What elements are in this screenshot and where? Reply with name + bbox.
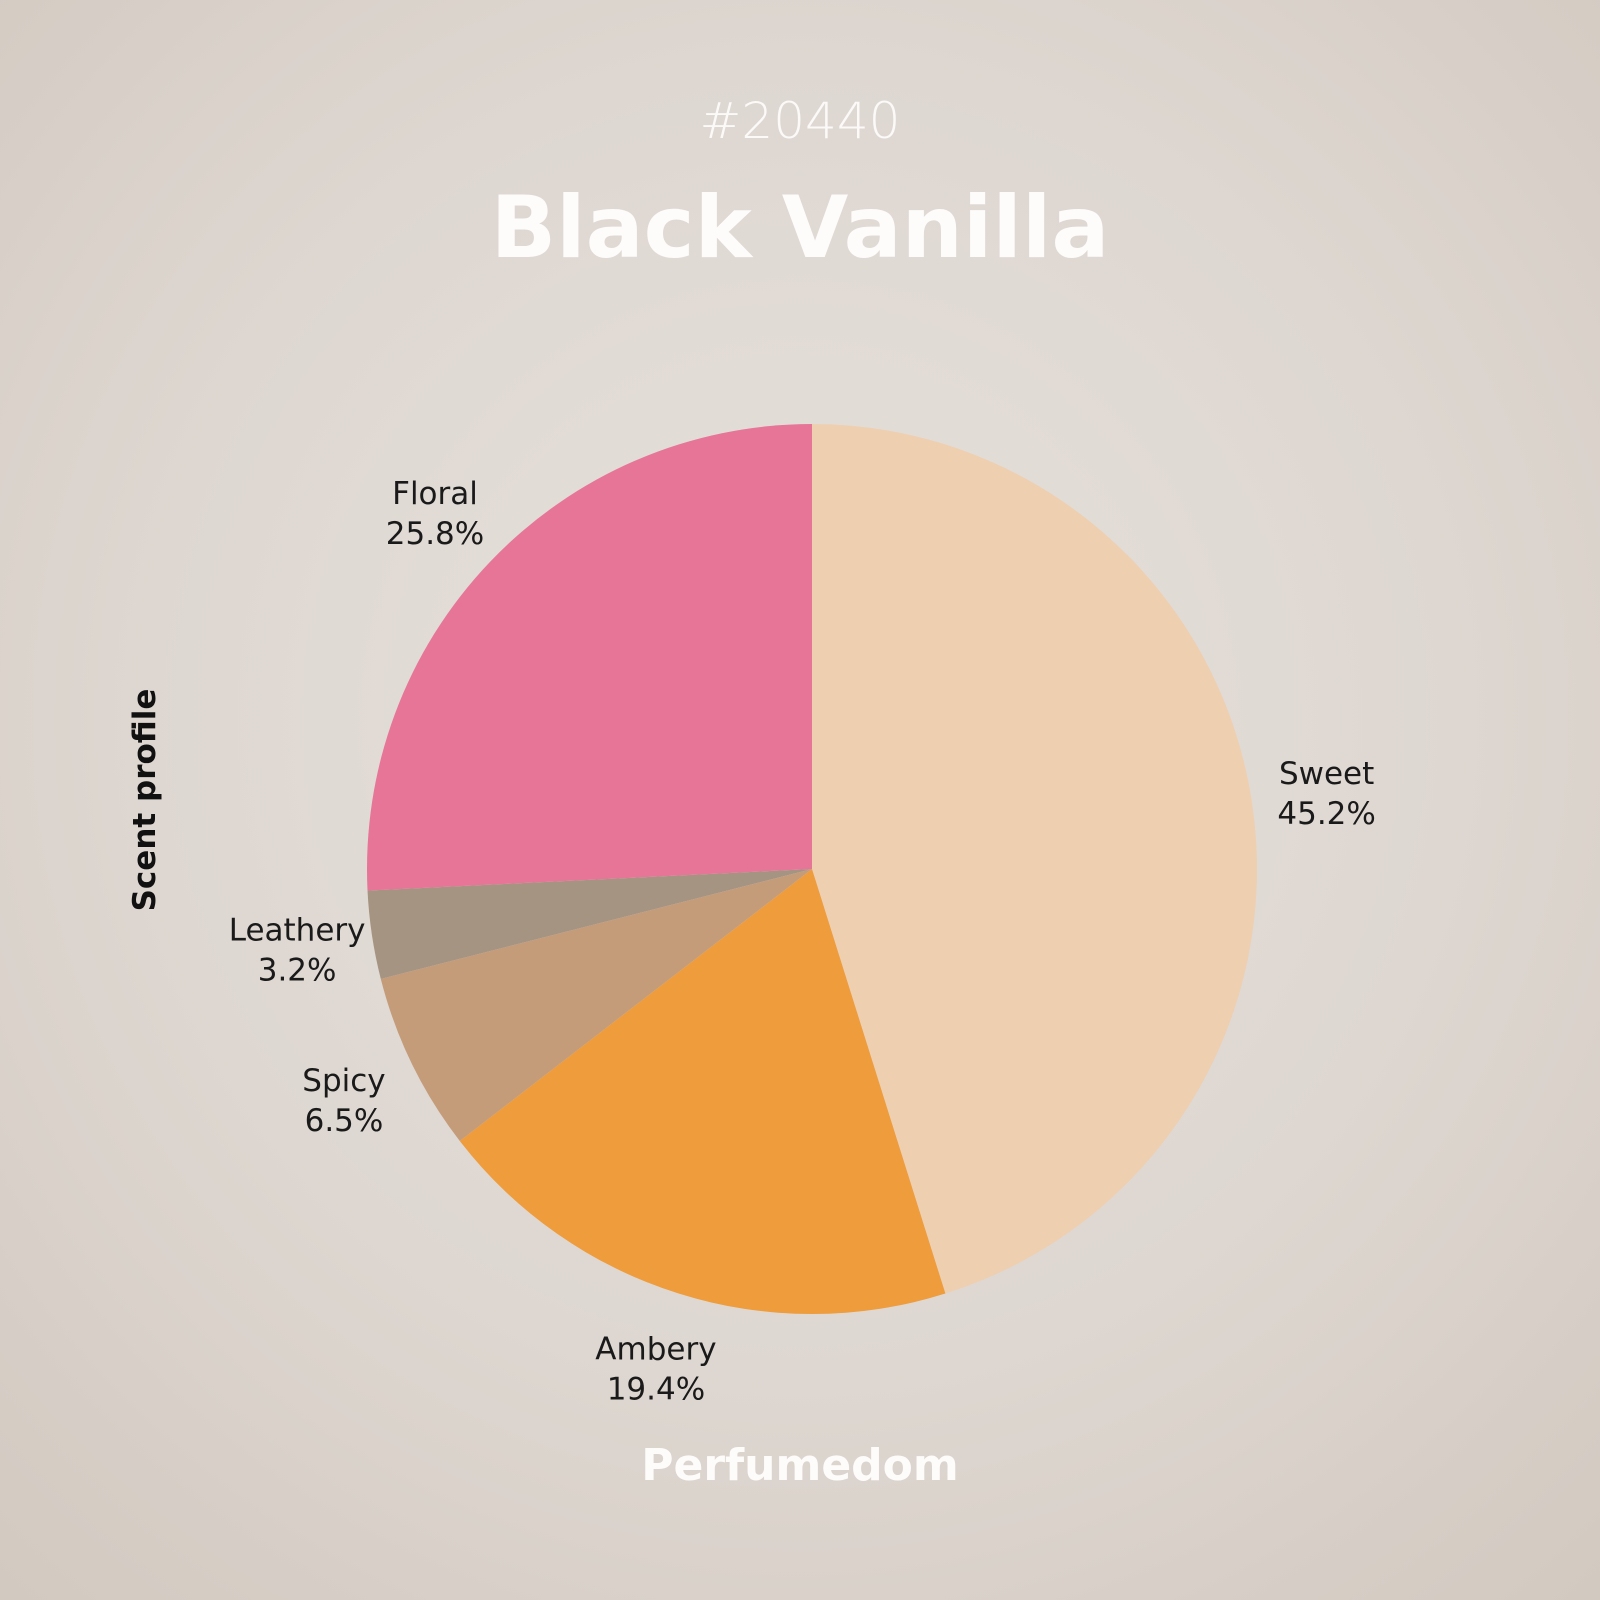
slice-value-spicy: 6.5% [305, 1103, 384, 1139]
slice-value-ambery: 19.4% [607, 1372, 705, 1408]
pie-slice-spicy [380, 869, 812, 1141]
brand-logo: Perfumedom [641, 1440, 959, 1491]
slice-value-floral: 25.8% [386, 516, 484, 552]
fragrance-id: #20440 [699, 92, 901, 150]
pie-slice-ambery [459, 869, 946, 1315]
slice-label-floral: Floral [392, 476, 478, 512]
slice-value-leathery: 3.2% [258, 952, 337, 988]
slice-label-ambery: Ambery [595, 1332, 716, 1368]
slice-value-sweet: 45.2% [1277, 796, 1375, 832]
pie-slice-sweet [812, 424, 1257, 1294]
pie-slice-leathery [367, 869, 812, 979]
pie-slice-floral [367, 424, 812, 891]
slice-label-spicy: Spicy [302, 1063, 385, 1099]
slice-label-sweet: Sweet [1279, 756, 1374, 792]
slice-label-leathery: Leathery [229, 912, 366, 948]
chart-title: Black Vanilla [490, 178, 1110, 278]
